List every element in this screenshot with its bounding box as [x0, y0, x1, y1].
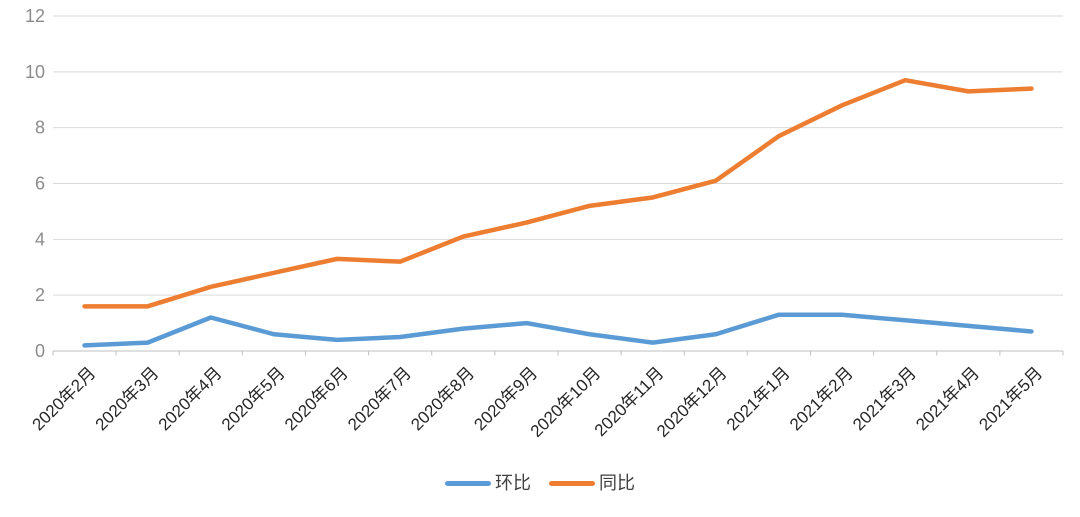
x-axis-tick-label: 2020年5月: [218, 363, 289, 434]
yoy-series-swatch: [549, 480, 595, 486]
x-axis-tick-label: 2020年2月: [28, 363, 99, 434]
x-axis-tick-label: 2020年4月: [155, 363, 226, 434]
legend: 环比 同比: [0, 474, 1080, 492]
y-axis-tick-label: 12: [25, 6, 45, 26]
x-axis-tick-label: 2020年8月: [407, 363, 478, 434]
mom-series-line[interactable]: [82, 312, 1034, 348]
mom-series-label: 环比: [495, 473, 531, 493]
y-axis-tick-label: 4: [35, 229, 45, 249]
legend-item-mom[interactable]: 环比: [445, 474, 531, 492]
yoy-series-line[interactable]: [82, 77, 1034, 309]
x-axis-tick-label: 2021年2月: [786, 363, 857, 434]
x-axis-tick-label: 2021年3月: [849, 363, 920, 434]
y-axis-tick-label: 6: [35, 174, 45, 194]
y-axis-tick-label: 2: [35, 285, 45, 305]
x-axis-tick-label: 2020年7月: [344, 363, 415, 434]
yoy-series-label: 同比: [599, 473, 635, 493]
x-axis-tick-label: 2021年1月: [723, 363, 794, 434]
y-axis-tick-label: 10: [25, 62, 45, 82]
x-axis-tick-label: 2021年4月: [912, 363, 983, 434]
legend-item-yoy[interactable]: 同比: [549, 474, 635, 492]
mom-series-swatch: [445, 480, 491, 486]
y-axis-tick-label: 8: [35, 118, 45, 138]
x-axis-tick-label: 2020年3月: [92, 363, 163, 434]
x-axis-tick-label: 2020年6月: [281, 363, 352, 434]
x-axis-tick-label: 2021年5月: [975, 363, 1046, 434]
y-axis-tick-label: 0: [35, 341, 45, 361]
